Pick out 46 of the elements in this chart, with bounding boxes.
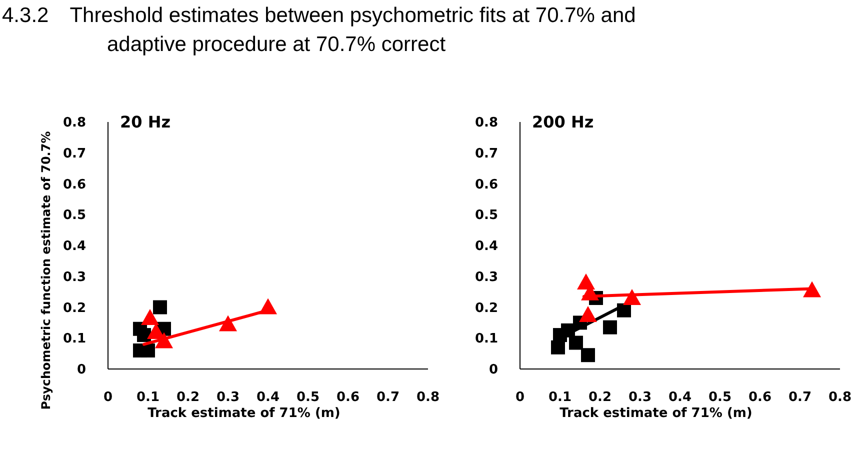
x-tick-label: 0.3 (216, 390, 240, 405)
y-tick-label: 0.2 (62, 300, 86, 316)
point (137, 328, 151, 342)
y-tick-label: 0.1 (62, 332, 86, 347)
y-tick-label: 0 (76, 362, 86, 378)
y-tick-label: 0.3 (62, 270, 86, 285)
x-tick-label: 0.1 (136, 390, 160, 405)
x-axis-title: Track estimate of 71% (m) (148, 406, 340, 421)
x-tick-label: 0.4 (668, 390, 692, 405)
y-tick-label: 0.2 (474, 300, 498, 316)
y-tick-label: 0.1 (474, 332, 498, 347)
x-tick-label: 0.2 (176, 390, 200, 405)
x-tick-label: 0 (515, 390, 525, 405)
x-tick-label: 0.5 (708, 390, 732, 405)
x-tick-label: 0.3 (628, 390, 652, 405)
y-tick-label: 0.6 (474, 177, 498, 192)
point (141, 309, 159, 326)
y-tick-label: 0.4 (474, 239, 498, 254)
y-tick-label: 0 (488, 362, 498, 378)
x-tick-label: 0.8 (416, 390, 440, 405)
x-tick-label: 0.7 (788, 390, 812, 405)
y-tick-label: 0.8 (474, 116, 498, 131)
y-tick-label: 0.3 (474, 270, 498, 285)
text: 4.3.2 Threshold estimates between psychometric fits at 70.7% and adaptive procedure at 70.7% correct (2, 4, 636, 56)
x-tick-label: 0.5 (296, 390, 320, 405)
x-tick-label: 0.8 (828, 390, 852, 405)
x-tick-label: 0.7 (376, 390, 400, 405)
x-tick-label: 0 (103, 390, 113, 405)
y-tick-label: 0.4 (62, 239, 86, 254)
point (141, 343, 155, 358)
x-tick-label: 0.1 (548, 390, 572, 405)
y-tick-label: 0.5 (62, 208, 86, 224)
x-tick-label: 0.2 (588, 390, 612, 405)
x-tick-label: 0.6 (336, 390, 360, 405)
point (153, 300, 167, 314)
y-tick-label: 0.7 (62, 146, 86, 162)
y-tick-label: 0.6 (62, 177, 86, 192)
y-tick-label: 0.5 (474, 208, 498, 224)
chart-title: 20 Hz (120, 112, 171, 132)
x-axis-title: Track estimate of 71% (m) (560, 406, 752, 421)
x-tick-label: 0.6 (748, 390, 772, 405)
y-tick-label: 0.7 (474, 146, 498, 162)
y-tick-label: 0.8 (62, 116, 86, 131)
chart-title: 200 Hz (532, 112, 594, 132)
x-tick-label: 0.4 (256, 390, 280, 405)
y-axis-title: Psychometric function estimate of 70.7% (39, 131, 53, 410)
